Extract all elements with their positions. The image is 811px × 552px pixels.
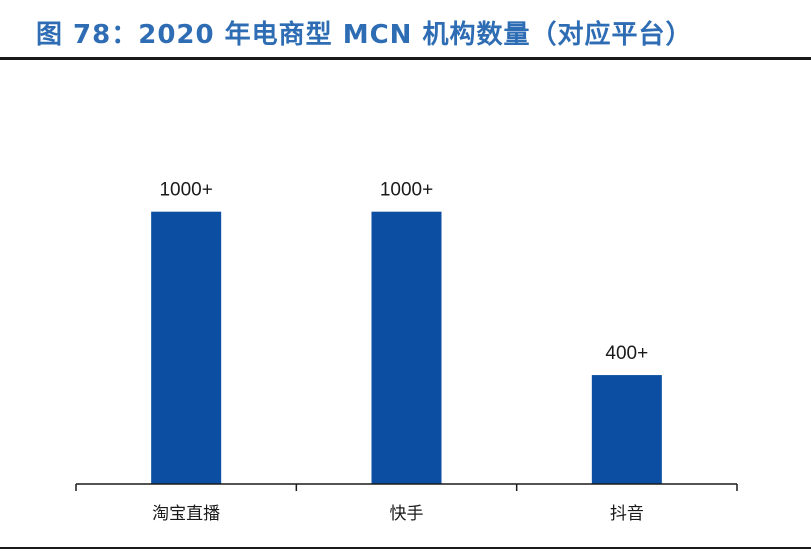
category-label-1: 快手: [390, 504, 424, 524]
data-label-0: 1000+: [159, 180, 212, 201]
bar-2: [591, 375, 662, 484]
bar-1: [371, 211, 442, 484]
category-labels-group: 淘宝直播 快手 抖音: [152, 504, 644, 524]
data-label-1: 1000+: [380, 180, 433, 201]
top-rule: [0, 57, 811, 60]
category-label-2: 抖音: [610, 504, 644, 524]
data-labels-group: 1000+ 1000+ 400+: [159, 180, 648, 364]
bottom-rule: [0, 547, 811, 549]
bar-0: [151, 211, 222, 484]
bars-group: [151, 211, 662, 484]
chart-title: 图 78：2020 年电商型 MCN 机构数量（对应平台）: [36, 20, 693, 50]
data-label-2: 400+: [605, 343, 648, 364]
x-axis: [75, 483, 738, 491]
category-label-0: 淘宝直播: [152, 504, 220, 524]
